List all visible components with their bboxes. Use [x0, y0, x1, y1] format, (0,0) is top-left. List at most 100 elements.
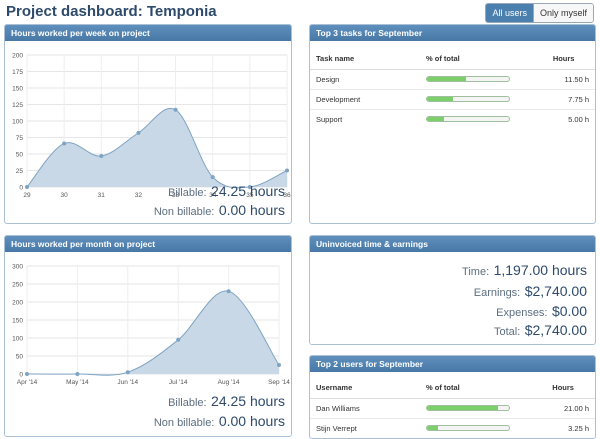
monthly-nonbillable-value: 0.00 hours — [218, 413, 285, 429]
weekly-billable: Billable: 24.25 hours — [168, 183, 285, 201]
expenses-label: Expenses: — [496, 307, 548, 319]
weekly-panel-title: Hours worked per week on project — [5, 25, 291, 41]
task-row-hours: 5.00 h — [568, 114, 589, 124]
tasks-table: Task name % of total Hours Design 11.50 h… — [310, 49, 595, 129]
user-row-hours: 21.00 h — [546, 398, 595, 419]
all-users-button[interactable]: All users — [486, 4, 533, 22]
data-point — [125, 370, 130, 375]
data-point — [226, 289, 231, 294]
monthly-billable: Billable: 24.25 hours — [168, 393, 285, 411]
percent-bar-fill — [427, 117, 445, 122]
percent-bar-fill — [427, 406, 499, 410]
task-row: Support 5.00 h — [310, 109, 595, 129]
only-myself-button[interactable]: Only myself — [532, 4, 593, 22]
monthly-billable-label: Billable: — [168, 397, 207, 409]
percent-bar — [426, 96, 510, 102]
weekly-hours-panel: Hours worked per week on project 0 25 50 75… — [4, 24, 292, 224]
x-tick-label: 33 — [172, 192, 180, 199]
percent-bar-fill — [427, 426, 438, 431]
users-col-hours: Hours — [546, 378, 595, 399]
y-tick-label: 0 — [19, 372, 23, 379]
task-row: Design 11.50 h — [310, 69, 595, 90]
top-tasks-title: Top 3 tasks for September — [310, 25, 595, 41]
y-tick-label: 200 — [12, 300, 23, 307]
x-tick-label: 35 — [246, 192, 254, 199]
x-tick-label: Jun '14 — [117, 379, 138, 386]
task-row-pct-cell — [420, 89, 547, 110]
user-row-pct-cell — [420, 398, 547, 419]
task-row-hours: 11.50 h — [546, 69, 595, 90]
user-row-name: Dan Williams — [310, 398, 420, 419]
x-tick-label: 30 — [61, 192, 69, 199]
uninvoiced-title: Uninvoiced time & earnings — [310, 236, 595, 252]
x-tick-label: May '14 — [66, 379, 89, 386]
y-tick-label: 50 — [16, 152, 24, 159]
y-tick-label: 150 — [12, 86, 23, 93]
x-tick-label: Apr '14 — [17, 379, 38, 386]
x-tick-label: Sep '14 — [268, 379, 290, 386]
tasks-col-pct: % of total — [420, 49, 547, 70]
task-row-name: Development — [310, 89, 420, 110]
task-row-name: Support — [316, 114, 343, 124]
user-filter-toggle: All users Only myself — [485, 3, 594, 23]
percent-bar-fill — [427, 77, 466, 81]
weekly-billable-label: Billable: — [168, 187, 207, 199]
series-area — [27, 108, 287, 188]
users-col-name: Username — [310, 378, 420, 399]
y-tick-label: 125 — [12, 102, 23, 109]
weekly-nonbillable: Non billable: 0.00 hours — [154, 202, 285, 220]
data-point — [277, 363, 281, 367]
monthly-hours-chart: 0 50 100 150 200 250 300 Apr '14 May '14 Jun '14 J… — [12, 264, 290, 387]
uninvoiced-earnings: Earnings: $2,740.00 — [474, 283, 587, 301]
weekly-hours-chart: 0 25 50 75 100 125 150 175 200 29 30 31 32 33 34 35 36 — [12, 53, 291, 200]
monthly-billable-value: 24.25 hours — [211, 393, 285, 409]
earnings-label: Earnings: — [473, 287, 521, 299]
task-row-hours: 7.75 h — [546, 89, 595, 110]
data-point — [173, 107, 178, 112]
data-point — [62, 141, 67, 146]
monthly-panel-title: Hours worked per month on project — [5, 236, 291, 252]
task-row: Development 7.75 h — [310, 89, 595, 110]
series-area — [27, 290, 279, 376]
y-tick-label: 300 — [12, 264, 23, 271]
top-tasks-panel: Top 3 tasks for September Task name % of… — [309, 24, 596, 224]
y-tick-label: 0 — [19, 185, 23, 192]
x-tick-label: Aug '14 — [218, 379, 240, 386]
expenses-value: $0.00 — [551, 303, 587, 319]
y-tick-label: 50 — [16, 354, 24, 361]
y-tick-label: 100 — [12, 336, 23, 343]
task-row-pct-cell — [420, 109, 547, 129]
monthly-nonbillable-label: Non billable: — [153, 417, 215, 429]
x-tick-label: 32 — [135, 192, 143, 199]
user-row: Dan Williams 21.00 h — [310, 398, 595, 419]
y-tick-label: 200 — [12, 53, 23, 60]
data-point — [99, 153, 104, 158]
user-row-pct-cell — [420, 418, 546, 438]
user-row: Stijn Verrept 3.25 h — [310, 418, 595, 438]
y-tick-label: 175 — [12, 69, 23, 76]
monthly-hours-panel: Hours worked per month on project 0 50 100… — [4, 235, 292, 437]
task-row-pct-cell — [420, 69, 547, 90]
y-tick-label: 150 — [12, 318, 23, 325]
data-point — [210, 175, 215, 180]
x-tick-label: 36 — [283, 192, 291, 199]
time-value: 1,197.00 hours — [493, 262, 587, 278]
data-point — [176, 337, 181, 342]
data-point — [75, 372, 80, 376]
series-line — [26, 107, 288, 189]
tasks-col-hours: Hours — [546, 49, 595, 70]
weekly-billable-value: 24.25 hours — [211, 183, 285, 199]
uninvoiced-time: Time: 1,197.00 hours — [462, 262, 587, 280]
task-row-name: Design — [310, 69, 420, 90]
x-tick-label: 29 — [23, 192, 31, 199]
data-point — [25, 372, 29, 376]
data-point — [25, 185, 29, 189]
y-tick-label: 100 — [12, 119, 23, 126]
weekly-nonbillable-value: 0.00 hours — [218, 202, 285, 218]
user-row-hours: 3.25 h — [568, 423, 589, 433]
uninvoiced-expenses: Expenses: $0.00 — [496, 303, 587, 321]
x-tick-label: 31 — [98, 192, 106, 199]
percent-bar-fill — [427, 97, 454, 101]
weekly-nonbillable-label: Non billable: — [153, 206, 215, 218]
tasks-col-name: Task name — [310, 49, 420, 70]
